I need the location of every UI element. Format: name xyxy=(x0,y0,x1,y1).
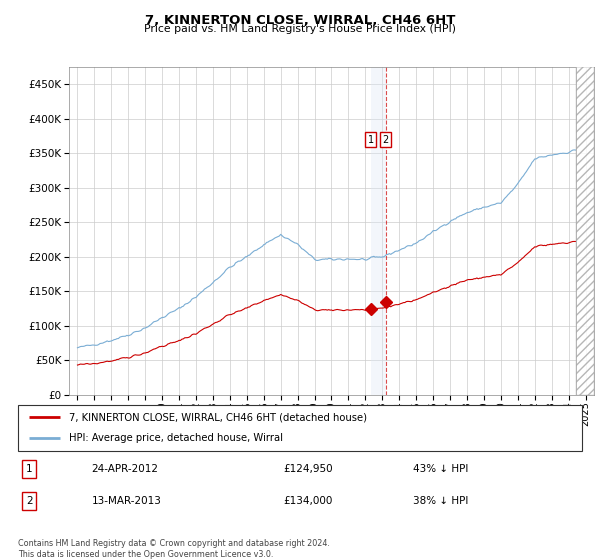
Text: HPI: Average price, detached house, Wirral: HPI: Average price, detached house, Wirr… xyxy=(69,433,283,444)
Text: £124,950: £124,950 xyxy=(283,464,333,474)
Bar xyxy=(576,67,594,395)
Text: £134,000: £134,000 xyxy=(283,496,332,506)
Text: 13-MAR-2013: 13-MAR-2013 xyxy=(91,496,161,506)
Bar xyxy=(371,67,386,395)
Text: Contains HM Land Registry data © Crown copyright and database right 2024.
This d: Contains HM Land Registry data © Crown c… xyxy=(18,539,330,559)
FancyBboxPatch shape xyxy=(18,405,582,451)
Text: 7, KINNERTON CLOSE, WIRRAL, CH46 6HT: 7, KINNERTON CLOSE, WIRRAL, CH46 6HT xyxy=(145,14,455,27)
Text: 2: 2 xyxy=(383,134,389,144)
Text: 2: 2 xyxy=(26,496,32,506)
Text: 43% ↓ HPI: 43% ↓ HPI xyxy=(413,464,468,474)
Text: 1: 1 xyxy=(368,134,374,144)
Text: 38% ↓ HPI: 38% ↓ HPI xyxy=(413,496,468,506)
Text: 1: 1 xyxy=(26,464,32,474)
Text: 24-APR-2012: 24-APR-2012 xyxy=(91,464,158,474)
Text: Price paid vs. HM Land Registry's House Price Index (HPI): Price paid vs. HM Land Registry's House … xyxy=(144,24,456,34)
Text: 7, KINNERTON CLOSE, WIRRAL, CH46 6HT (detached house): 7, KINNERTON CLOSE, WIRRAL, CH46 6HT (de… xyxy=(69,412,367,422)
